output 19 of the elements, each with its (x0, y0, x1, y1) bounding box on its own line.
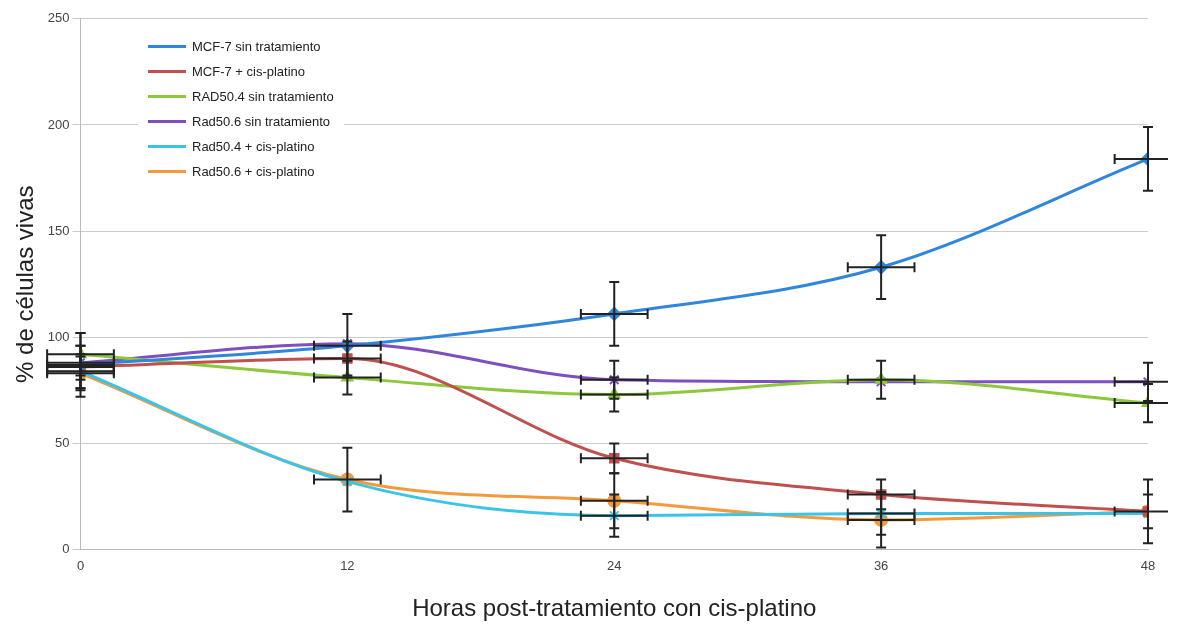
y-tick-label: 250 (47, 10, 70, 26)
x-tick-label: 48 (1140, 557, 1156, 573)
x-tick-label: 36 (873, 557, 889, 573)
y-tick-label: 50 (55, 435, 70, 451)
legend-label: Rad50.6 + cis-platino (192, 164, 315, 179)
legend-label: RAD50.4 sin tratamiento (192, 89, 334, 104)
legend-label: Rad50.6 sin tratamiento (192, 114, 331, 129)
x-tick-label: 24 (607, 557, 622, 573)
legend-label: MCF-7 + cis-platino (192, 64, 306, 79)
x-tick-label: 12 (340, 557, 355, 573)
y-tick-label: 150 (47, 222, 70, 238)
x-axis-title: Horas post-tratamiento con cis-platino (412, 594, 817, 622)
legend-label: MCF-7 sin tratamiento (192, 39, 321, 54)
y-tick-label: 200 (47, 116, 70, 132)
y-tick-label: 100 (47, 328, 70, 344)
x-tick-label: 0 (76, 557, 85, 573)
legend-label: Rad50.4 + cis-platino (192, 139, 315, 154)
y-axis-title: % de células vivas (11, 185, 39, 383)
y-tick-label: 0 (62, 541, 70, 557)
